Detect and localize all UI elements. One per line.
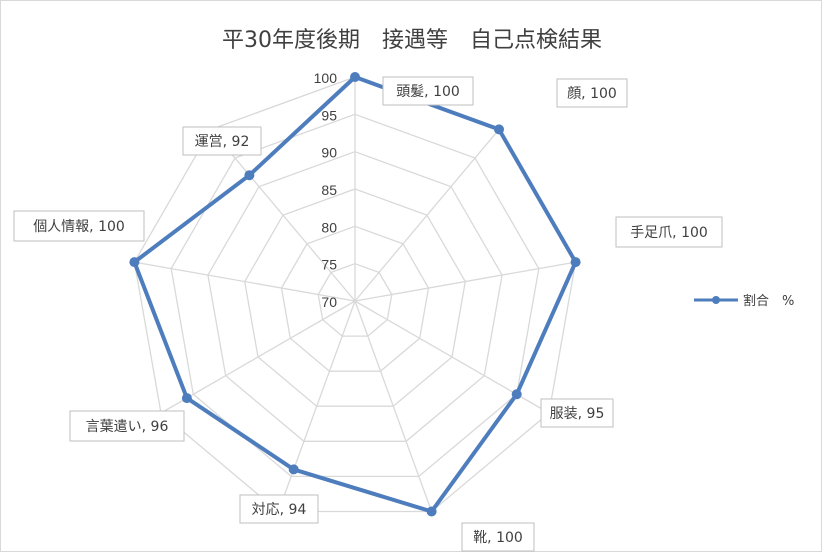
data-label: 言葉遣い, 96 bbox=[86, 419, 169, 435]
legend-marker bbox=[712, 296, 720, 304]
data-label-box bbox=[13, 210, 145, 242]
data-label-box bbox=[239, 494, 319, 524]
tick-label-95: 95 bbox=[321, 107, 337, 123]
data-point bbox=[288, 464, 299, 475]
legend-label: 割合 % bbox=[743, 293, 794, 309]
grid-ring-90 bbox=[207, 151, 503, 442]
data-label-box bbox=[182, 126, 262, 156]
data-point bbox=[570, 257, 581, 268]
data-label-box bbox=[556, 78, 628, 108]
series-line bbox=[132, 75, 578, 514]
tick-label-75: 75 bbox=[321, 257, 337, 273]
grid-spoke bbox=[277, 300, 356, 512]
data-label-box bbox=[615, 216, 723, 248]
grid-spoke bbox=[354, 300, 433, 512]
grid-ring-95 bbox=[170, 113, 540, 478]
grid-spoke bbox=[160, 300, 356, 414]
tick-label-100: 100 bbox=[314, 70, 338, 86]
data-point bbox=[511, 389, 522, 400]
legend: 割合 % bbox=[694, 293, 794, 309]
data-label-box bbox=[540, 398, 614, 428]
data-point bbox=[350, 72, 360, 82]
data-label-box bbox=[69, 410, 185, 442]
tick-label-70: 70 bbox=[321, 294, 337, 310]
data-label: 頭髪, 100 bbox=[396, 84, 460, 100]
data-point bbox=[244, 170, 255, 181]
data-label: 手足爪, 100 bbox=[630, 225, 708, 241]
data-label: 靴, 100 bbox=[473, 530, 523, 546]
tick-label-80: 80 bbox=[321, 219, 337, 235]
data-point bbox=[494, 124, 504, 135]
data-label: 運営, 92 bbox=[195, 134, 250, 150]
data-labels: 頭髪, 100 顔, 100 手足爪, 100 服装, 95 靴, 100 対応, 94 言… bbox=[13, 76, 723, 552]
data-label: 顔, 100 bbox=[567, 86, 617, 102]
grid-spoke bbox=[210, 128, 356, 302]
data-point bbox=[129, 257, 140, 268]
grid-spoke bbox=[134, 261, 356, 302]
grid-spoke bbox=[354, 261, 576, 302]
data-point bbox=[181, 393, 192, 404]
chart-title: 平30年度後期 接遇等 自己点検結果 bbox=[222, 28, 602, 53]
data-label: 個人情報, 100 bbox=[33, 219, 125, 235]
grid-ring-85 bbox=[244, 188, 466, 407]
data-label-box bbox=[382, 76, 474, 106]
tick-labels: 70 75 80 85 90 95 100 bbox=[314, 70, 338, 310]
grid-ring-80 bbox=[280, 225, 430, 372]
data-point bbox=[426, 506, 437, 517]
tick-label-90: 90 bbox=[321, 145, 337, 161]
grid-ring-75 bbox=[317, 263, 393, 337]
data-label: 服装, 95 bbox=[550, 406, 605, 422]
data-label: 対応, 94 bbox=[252, 502, 307, 518]
grid-spoke bbox=[354, 128, 500, 302]
series-group bbox=[129, 72, 581, 517]
data-label-box bbox=[461, 522, 535, 552]
tick-label-85: 85 bbox=[321, 182, 337, 198]
